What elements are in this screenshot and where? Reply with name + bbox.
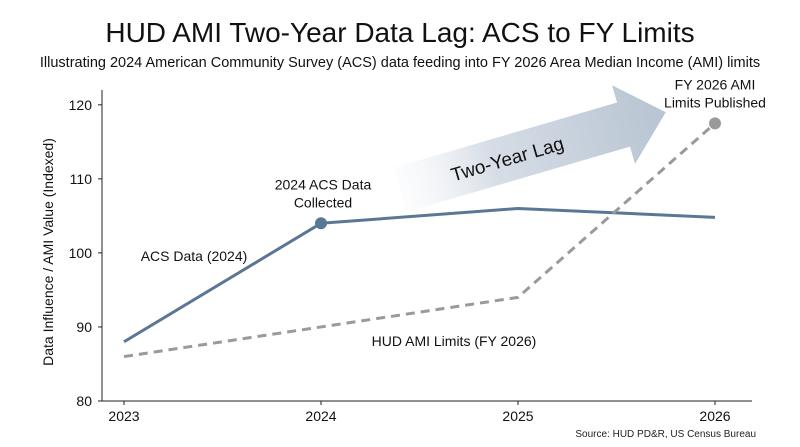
axes: 80 90 100 110 120 2023 2024 2025 2026	[69, 90, 752, 424]
series-line-2	[123, 122, 716, 359]
annotation-ami-published: FY 2026 AMI Limits Published	[664, 76, 766, 110]
y-tick-label: 90	[76, 319, 92, 335]
x-tick-label: 2025	[502, 408, 533, 424]
chart-subtitle: Illustrating 2024 American Community Sur…	[40, 55, 760, 71]
lag-arrow: Two-Year Lag	[393, 85, 666, 213]
lag-arrow-body	[393, 85, 666, 213]
lag-arrow-shape: Two-Year Lag	[393, 85, 666, 213]
y-tick-label: 80	[76, 393, 92, 409]
marker-point-1	[315, 217, 327, 230]
x-tick-label: 2026	[699, 408, 730, 424]
series-line-1	[123, 206, 716, 344]
x-tick-label: 2024	[305, 408, 336, 424]
series	[123, 117, 721, 359]
series-label-ami: HUD AMI Limits (FY 2026)	[372, 333, 537, 349]
marker-point-2	[709, 117, 721, 130]
source-note: Source: HUD PD&R, US Census Bureau	[575, 429, 756, 440]
x-tick-label: 2023	[108, 408, 139, 424]
y-tick-label: 110	[70, 171, 93, 187]
annotations: 2024 ACS Data Collected FY 2026 AMI Limits …	[141, 76, 766, 349]
annotation-acs-collected: 2024 ACS Data Collected	[275, 176, 372, 210]
series-label-acs: ACS Data (2024)	[141, 248, 248, 264]
y-tick-label: 100	[69, 245, 93, 261]
y-tick-label: 120	[69, 97, 93, 113]
chart-title: HUD AMI Two-Year Data Lag: ACS to FY Lim…	[105, 17, 694, 48]
y-axis-label: Data Influence / AMI Value (Indexed)	[40, 138, 56, 366]
